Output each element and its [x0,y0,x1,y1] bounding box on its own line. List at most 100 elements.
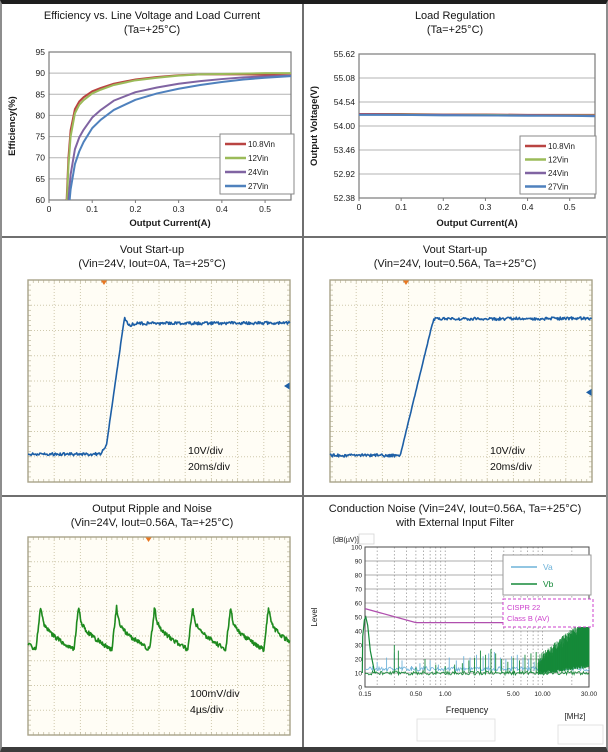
x-tick-label: 0 [47,204,52,214]
panel-title-line2: with External Input Filter [396,517,514,529]
x-axis-label: Output Current(A) [436,218,517,229]
panel-vout-startup-noload: Vout Start-up (Vin=24V, Iout=0A, Ta=+25°… [2,238,304,497]
plot-border [358,53,596,199]
scope-trace [27,604,291,653]
y-tick-label: 70 [355,587,363,594]
panel-title: Efficiency vs. Line Voltage and Load Cur… [2,4,302,37]
x-axis-label: Frequency [446,705,489,715]
x-tick-label: 0.2 [437,202,449,212]
panel-title: Load Regulation (Ta=+25°C) [304,4,606,37]
y-tick-label: 53.46 [334,145,356,155]
y-units-label: [dB(µV)] [333,537,359,544]
legend-label: 10.8Vin [548,142,575,151]
panel-title-line1: Vout Start-up [119,244,185,256]
startup-scope [27,279,291,483]
y-tick-label: 90 [36,68,46,78]
scope-scale-annotation: 10V/div 20ms/div [188,443,230,475]
x-tick-label: 0.3 [173,204,185,214]
time-scale: 20ms/div [188,461,231,473]
panel-title: Conduction Noise (Vin=24V, Iout=0.56A, T… [304,497,606,530]
x-tick-label: 5.00 [507,691,520,698]
trigger-marker [145,537,152,542]
ripple-scope [27,536,291,736]
x-tick-label: 0.5 [259,204,271,214]
vertical-scale: 10V/div [490,445,526,457]
y-tick-label: 52.92 [334,169,356,179]
legend-label: 27Vin [548,183,568,192]
panel-title-line1: Load Regulation [414,10,496,22]
y-tick-label: 54.54 [334,97,356,107]
trigger-marker [402,280,409,285]
x-tick-label: 0.5 [564,202,576,212]
scope-trace [27,316,291,457]
y-tick-label: 55.08 [334,73,356,83]
fundamental-peak-Vb [361,615,376,674]
scope-border [329,279,593,483]
legend-label: 24Vin [548,169,568,178]
panel-efficiency: Efficiency vs. Line Voltage and Load Cur… [2,4,304,238]
cispr-label-line1: CISPR 22 [507,603,540,612]
legend-label: 24Vin [248,168,268,177]
panel-title-line1: Conduction Noise (Vin=24V, Iout=0.56A, T… [328,503,582,515]
x-tick-label: 0.3 [480,202,492,212]
y-tick-label: 90 [355,559,363,566]
vertical-scale: 10V/div [188,445,224,457]
x-tick-label: 0.2 [130,204,142,214]
panel-title-line1: Efficiency vs. Line Voltage and Load Cur… [43,10,261,22]
legend-label: 12Vin [248,154,268,163]
y-tick-label: 60 [36,195,46,205]
panel-conduction-noise: Conduction Noise (Vin=24V, Iout=0.56A, T… [304,497,606,747]
y-tick-label: 52.38 [334,193,356,203]
x-tick-label: 0.4 [216,204,228,214]
y-axis-label: Output Voltage(V) [309,86,320,166]
panel-title-line1: Output Ripple and Noise [92,503,212,515]
cispr-label-box [502,598,594,628]
x-units-label: [MHz] [565,712,586,721]
series-24Vin [67,74,291,200]
y-axis-label: Level [310,607,319,626]
panel-title: Output Ripple and Noise (Vin=24V, Iout=0… [2,497,302,530]
conduction-noise-chart: [dB(µV)] 0 10 20 30 40 50 60 70 80 90 100 0.15 0.50 1.… [310,533,604,745]
x-tick-label: 30.00 [581,691,598,698]
x-tick-label: 0.1 [395,202,407,212]
efficiency-chart: 60 65 70 75 80 85 90 95 0 0.1 0.2 0.3 0.4 0.5 Output C… [7,47,295,229]
panel-title-line2: (Vin=24V, Iout=0A, Ta=+25°C) [78,258,226,270]
legend-label: 27Vin [248,182,268,191]
series-27Vin [68,75,291,200]
empty-annotation-box [416,718,496,742]
x-tick-label: 1.00 [439,691,452,698]
panel-load-regulation: Load Regulation (Ta=+25°C) 52.38 52.92 53.… [304,4,606,238]
empty-annotation-box [557,724,604,745]
startup-scope [329,279,593,483]
x-axis-label: Output Current(A) [129,218,210,229]
panel-title: Vout Start-up (Vin=24V, Iout=0.56A, Ta=+… [304,238,606,271]
legend-box [502,554,592,596]
load-regulation-chart: 52.38 52.92 53.46 54.00 54.54 55.08 55.62 0 0.1 0… [309,49,597,229]
y-tick-label: 30 [355,643,363,650]
time-scale: 4µs/div [190,704,224,716]
panel-title-line2: (Vin=24V, Iout=0.56A, Ta=+25°C) [373,258,537,270]
x-tick-label: 0.15 [359,691,372,698]
legend-label: 10.8Vin [248,140,275,149]
y-tick-label: 70 [36,153,46,163]
x-tick-label: 0.4 [522,202,534,212]
panel-title-line1: Vout Start-up [422,244,488,256]
y-tick-label: 85 [36,89,46,99]
y-tick-label: 40 [355,629,363,636]
channel-marker [586,388,592,396]
empty-annotation-box [358,533,375,545]
y-tick-label: 60 [355,601,363,608]
y-tick-label: 20 [355,657,363,664]
y-tick-label: 50 [355,615,363,622]
y-axis-label: Efficiency(%) [7,96,18,156]
panel-vout-startup-fullload: Vout Start-up (Vin=24V, Iout=0.56A, Ta=+… [304,238,606,497]
channel-marker [284,382,290,390]
series-12Vin [66,72,291,200]
x-tick-label: 0.1 [86,204,98,214]
panel-title-line2: (Vin=24V, Iout=0.56A, Ta=+25°C) [70,517,234,529]
x-tick-label: 0 [357,202,362,212]
series-27Vin [359,113,595,118]
y-tick-label: 95 [36,47,46,57]
y-tick-label: 55.62 [334,49,356,59]
trigger-marker [100,280,107,285]
